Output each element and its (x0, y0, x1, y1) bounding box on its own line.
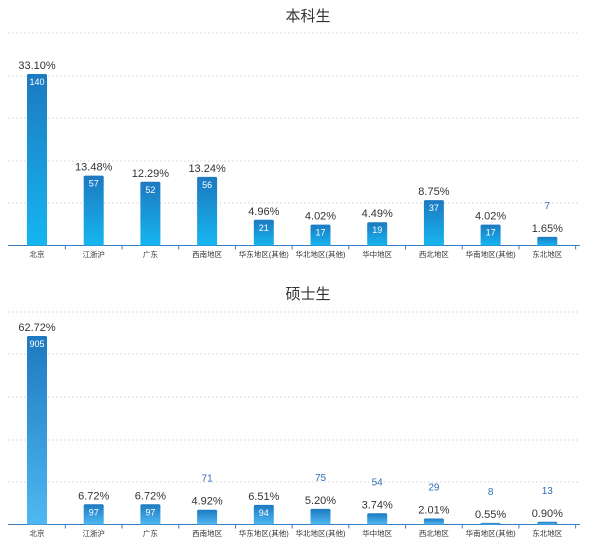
bar-东北地区 (537, 521, 558, 525)
percent-label: 62.72% (18, 322, 56, 334)
master-chart: 905 62.72% 北京 97 6.72% 江浙沪 97 6.72% 广东 71 4.92% 西南地… (8, 311, 580, 538)
percent-label: 1.65% (532, 223, 563, 235)
bar-西北地区 (423, 200, 444, 246)
count-label: 17 (486, 228, 496, 238)
count-label: 140 (29, 77, 44, 87)
count-label: 71 (202, 474, 214, 485)
chart-title-master: 硕士生 (285, 286, 330, 303)
bar-华北地区(其他) (310, 508, 331, 525)
percent-label: 33.10% (18, 60, 56, 72)
count-label: 21 (259, 223, 269, 233)
bar-西南地区 (197, 176, 218, 246)
category-label: 华北地区(其他) (296, 249, 346, 259)
category-label: 西北地区 (419, 249, 449, 259)
count-label: 37 (429, 203, 439, 213)
percent-label: 13.48% (75, 162, 113, 174)
percent-label: 13.24% (188, 163, 226, 175)
count-label: 97 (89, 507, 99, 517)
percent-label: 6.51% (248, 491, 279, 503)
category-label: 广东 (143, 528, 158, 538)
category-label: 广东 (143, 249, 158, 259)
percent-label: 2.01% (418, 504, 449, 516)
count-label: 8 (488, 487, 494, 498)
bar-西南地区 (197, 509, 218, 525)
percent-label: 0.90% (532, 508, 563, 520)
bar-江浙沪 (83, 175, 104, 246)
count-label: 19 (372, 225, 382, 235)
bar-华南地区(其他) (480, 522, 501, 525)
bar-广东 (140, 504, 161, 525)
category-label: 西北地区 (419, 528, 449, 538)
category-label: 北京 (30, 249, 45, 259)
category-label: 华北地区(其他) (296, 528, 346, 538)
percent-label: 4.02% (305, 211, 336, 223)
bar-广东 (140, 181, 161, 246)
category-label: 西南地区 (192, 249, 222, 259)
bar-华东地区(其他) (253, 504, 274, 525)
chart-title-undergrad: 本科生 (285, 8, 330, 25)
percent-label: 6.72% (78, 490, 109, 502)
category-label: 江浙沪 (82, 528, 105, 538)
count-label: 57 (89, 179, 99, 189)
count-label: 29 (428, 482, 440, 493)
category-label: 东北地区 (532, 249, 562, 259)
bar-华中地区 (367, 513, 388, 525)
percent-label: 4.02% (475, 211, 506, 223)
count-label: 17 (315, 228, 325, 238)
count-label: 56 (202, 180, 212, 190)
count-label: 54 (372, 477, 384, 488)
bar-华北地区(其他) (310, 224, 331, 246)
undergrad-chart: 140 33.10% 北京 57 13.48% 江浙沪 52 12.29% 广东 56 13.24%… (8, 32, 580, 259)
percent-label: 0.55% (475, 509, 506, 521)
percent-label: 4.92% (191, 496, 222, 508)
bar-华东地区(其他) (253, 219, 274, 246)
percent-label: 8.75% (418, 186, 449, 198)
percent-label: 5.20% (305, 495, 336, 507)
category-label: 华东地区(其他) (239, 528, 289, 538)
category-label: 西南地区 (192, 528, 222, 538)
percent-label: 12.29% (132, 168, 170, 180)
bar-西北地区 (423, 518, 444, 525)
count-label: 13 (542, 486, 554, 497)
count-label: 75 (315, 473, 327, 484)
category-label: 华南地区(其他) (466, 249, 516, 259)
percent-label: 3.74% (362, 499, 393, 511)
percent-label: 4.49% (362, 208, 393, 220)
bar-北京 (27, 336, 47, 525)
bar-江浙沪 (83, 504, 104, 525)
bar-华南地区(其他) (480, 224, 501, 246)
category-label: 华中地区 (362, 249, 392, 259)
count-label: 905 (29, 339, 44, 349)
count-label: 52 (145, 185, 155, 195)
category-label: 东北地区 (532, 528, 562, 538)
bar-华中地区 (367, 222, 388, 246)
count-label: 94 (259, 508, 269, 518)
category-label: 江浙沪 (82, 249, 105, 259)
bar-北京 (27, 74, 47, 246)
category-label: 北京 (30, 528, 45, 538)
category-label: 华东地区(其他) (239, 249, 289, 259)
category-label: 华南地区(其他) (466, 528, 516, 538)
bar-东北地区 (537, 236, 558, 246)
category-label: 华中地区 (362, 528, 392, 538)
count-label: 7 (545, 201, 551, 212)
percent-label: 4.96% (248, 206, 279, 218)
count-label: 97 (145, 507, 155, 517)
percent-label: 6.72% (135, 490, 166, 502)
